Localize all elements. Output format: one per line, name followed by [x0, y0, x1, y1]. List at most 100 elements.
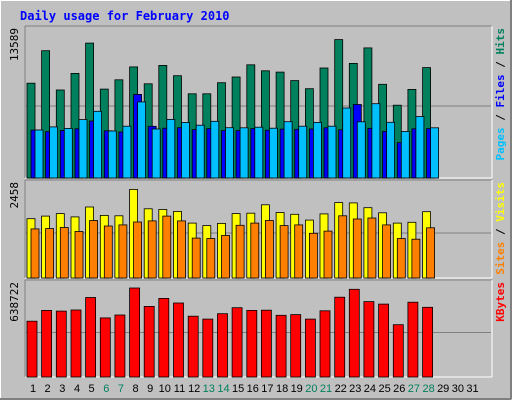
day-label-9: 9: [147, 383, 153, 395]
bar-sites-day-24: [367, 217, 377, 279]
bar-kbytes-day-6: [99, 317, 111, 378]
day-label-6: 6: [103, 383, 109, 395]
bar-pages-day-13: [210, 120, 220, 179]
bar-sites-day-5: [89, 220, 98, 279]
legend-item-kbytes: KBytes: [494, 282, 507, 322]
bar-kbytes-day-16: [246, 309, 258, 378]
day-label-21: 21: [320, 383, 332, 395]
bar-kbytes-day-18: [275, 314, 287, 378]
bar-sites-day-7: [118, 224, 128, 279]
bar-sites-day-26: [396, 238, 406, 279]
bar-sites-day-1: [30, 228, 40, 279]
bar-sites-day-4: [74, 231, 84, 279]
day-label-15: 15: [232, 383, 244, 395]
legend-separator: /: [494, 108, 507, 128]
day-label-4: 4: [74, 383, 80, 395]
bar-pages-day-19: [298, 125, 308, 179]
day-label-31: 31: [466, 383, 478, 395]
bar-pages-day-15: [239, 127, 249, 179]
bar-sites-day-25: [382, 224, 392, 279]
bar-sites-day-11: [177, 220, 186, 279]
bar-sites-day-19: [294, 224, 304, 279]
day-label-30: 30: [452, 383, 464, 395]
bar-kbytes-day-22: [334, 296, 346, 378]
bar-pages-day-26: [400, 131, 410, 179]
bar-sites-day-20: [308, 232, 318, 279]
bar-kbytes-day-2: [41, 309, 52, 378]
bar-pages-day-23: [356, 121, 366, 179]
bar-kbytes-day-7: [114, 314, 126, 378]
bar-kbytes-day-26: [392, 324, 404, 378]
chart-title: Daily usage for February 2010: [20, 9, 230, 23]
day-label-28: 28: [422, 383, 434, 395]
day-label-1: 1: [30, 383, 36, 395]
bar-sites-day-15: [235, 224, 245, 279]
day-label-3: 3: [59, 383, 65, 395]
day-label-8: 8: [133, 383, 139, 395]
bar-sites-day-17: [264, 220, 274, 279]
day-label-14: 14: [217, 383, 229, 395]
bar-pages-day-20: [312, 122, 322, 179]
legend-separator: /: [494, 222, 507, 242]
bar-pages-day-10: [166, 119, 176, 179]
day-label-27: 27: [408, 383, 420, 395]
bar-kbytes-day-12: [187, 315, 199, 378]
day-label-2: 2: [45, 383, 51, 395]
bar-sites-day-28: [426, 227, 436, 279]
legend-separator: /: [494, 55, 507, 75]
bar-pages-day-7: [122, 125, 132, 179]
bar-kbytes-day-17: [260, 309, 272, 378]
bar-kbytes-day-10: [158, 297, 170, 378]
bar-pages-day-21: [327, 125, 337, 179]
bar-sites-day-22: [338, 215, 348, 279]
bar-sites-day-8: [133, 221, 143, 279]
bar-pages-day-2: [49, 126, 58, 179]
bar-pages-day-27: [415, 116, 425, 179]
kbytes-panel: 638722 KBytes: [8, 279, 507, 378]
day-label-19: 19: [291, 383, 303, 395]
bar-pages-day-28: [430, 127, 440, 179]
legend-item-pages: Pages: [494, 127, 507, 160]
series-kbytes: [26, 287, 434, 378]
bar-sites-day-23: [352, 218, 362, 279]
bar-sites-day-14: [221, 235, 230, 279]
day-label-12: 12: [188, 383, 200, 395]
bar-sites-day-13: [206, 238, 216, 279]
bar-sites-day-2: [45, 228, 54, 279]
day-label-7: 7: [118, 383, 124, 395]
bar-pages-day-11: [181, 122, 190, 179]
bar-pages-day-6: [107, 130, 117, 179]
bar-pages-day-5: [93, 110, 102, 179]
bar-sites-day-6: [103, 225, 113, 279]
bar-pages-day-18: [283, 121, 293, 179]
legend-item-hits: Hits: [494, 28, 507, 55]
day-label-18: 18: [276, 383, 288, 395]
bar-pages-day-9: [151, 128, 161, 179]
legend: Sites / Visits: [494, 182, 507, 275]
bar-kbytes-day-9: [143, 305, 155, 378]
bar-pages-day-8: [137, 101, 147, 179]
bar-kbytes-day-8: [129, 287, 141, 378]
bar-sites-day-3: [59, 227, 69, 279]
bar-sites-day-10: [162, 215, 172, 279]
legend: KBytes: [494, 282, 507, 322]
bar-kbytes-day-14: [217, 313, 228, 378]
day-label-29: 29: [437, 383, 449, 395]
bar-kbytes-day-23: [348, 288, 360, 378]
day-label-20: 20: [305, 383, 317, 395]
chart-panels: 13589 Pages / Files / Hits 2458 Sites / Vis…: [8, 25, 507, 378]
bar-kbytes-day-5: [85, 297, 96, 378]
series-sites: [30, 215, 436, 279]
bar-sites-day-9: [147, 220, 157, 279]
bar-kbytes-day-3: [55, 310, 67, 378]
y-max-label: 2458: [8, 182, 21, 209]
bar-kbytes-day-13: [202, 318, 214, 378]
bar-kbytes-day-11: [173, 302, 184, 378]
day-label-11: 11: [174, 383, 185, 395]
hits-panel: 13589 Pages / Files / Hits: [8, 25, 507, 179]
bar-pages-day-25: [386, 121, 396, 179]
bar-pages-day-22: [342, 107, 352, 179]
bar-pages-day-4: [78, 119, 88, 179]
day-label-22: 22: [335, 383, 347, 395]
y-max-label: 13589: [8, 28, 21, 61]
